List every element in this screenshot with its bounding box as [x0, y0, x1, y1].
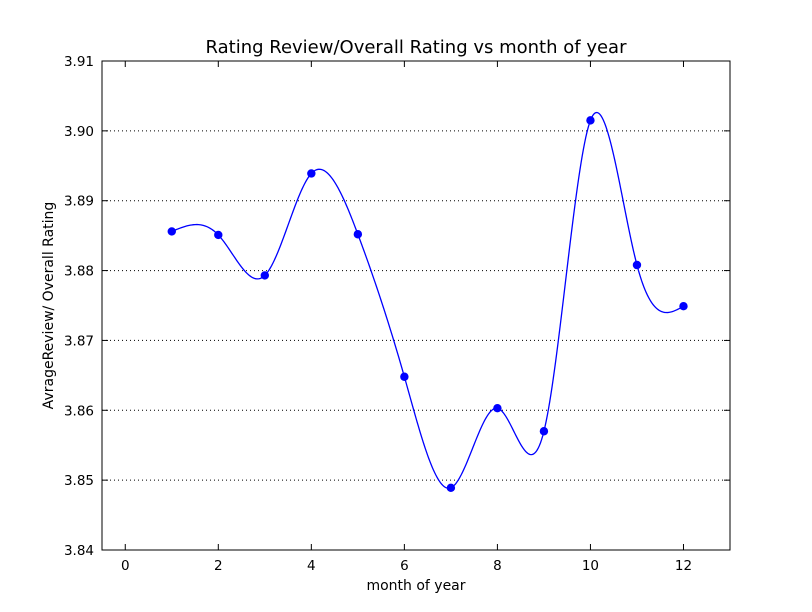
data-point: [353, 230, 363, 239]
data-point: [260, 271, 270, 280]
y-tick-label: 3.85: [64, 473, 94, 489]
x-tick-label: 10: [582, 558, 599, 574]
x-tick-label: 0: [121, 558, 130, 574]
x-tick-label: 4: [307, 558, 316, 574]
y-tick-label: 3.90: [64, 124, 94, 140]
x-tick-label: 8: [493, 558, 502, 574]
data-point: [400, 372, 409, 381]
y-tick-label: 3.91: [64, 54, 94, 70]
grid-lines: [102, 130, 730, 481]
x-tick-label: 2: [214, 558, 223, 574]
chart-title: Rating Review/Overall Rating vs month of…: [206, 37, 628, 58]
y-axis-label: AvrageReview/ Overall Rating: [41, 202, 57, 410]
data-point: [167, 227, 176, 236]
x-axis-ticks: 0 2 4 6 8 10 12: [121, 61, 692, 574]
data-point: [632, 260, 642, 270]
data-point: [679, 301, 688, 311]
data-points: [167, 116, 688, 493]
y-tick-label: 3.89: [64, 194, 94, 210]
x-tick-label: 6: [400, 558, 409, 574]
y-axis-ticks: 3.84 3.85 3.86 3.87 3.88 3.89 3.90 3.91: [64, 54, 730, 559]
data-point: [446, 483, 456, 493]
y-tick-label: 3.86: [64, 403, 94, 419]
y-tick-label: 3.87: [64, 333, 94, 349]
y-tick-label: 3.88: [64, 264, 94, 280]
x-axis-label: month of year: [366, 578, 465, 594]
data-point: [586, 116, 595, 125]
data-point: [539, 427, 549, 436]
series-line: [171, 111, 684, 489]
data-point: [214, 230, 223, 240]
x-tick-label: 12: [675, 558, 692, 574]
plot-frame: [101, 60, 731, 551]
y-tick-label: 3.84: [64, 543, 94, 559]
data-point: [307, 169, 316, 178]
series-curve: [171, 111, 684, 489]
data-point: [493, 403, 502, 413]
